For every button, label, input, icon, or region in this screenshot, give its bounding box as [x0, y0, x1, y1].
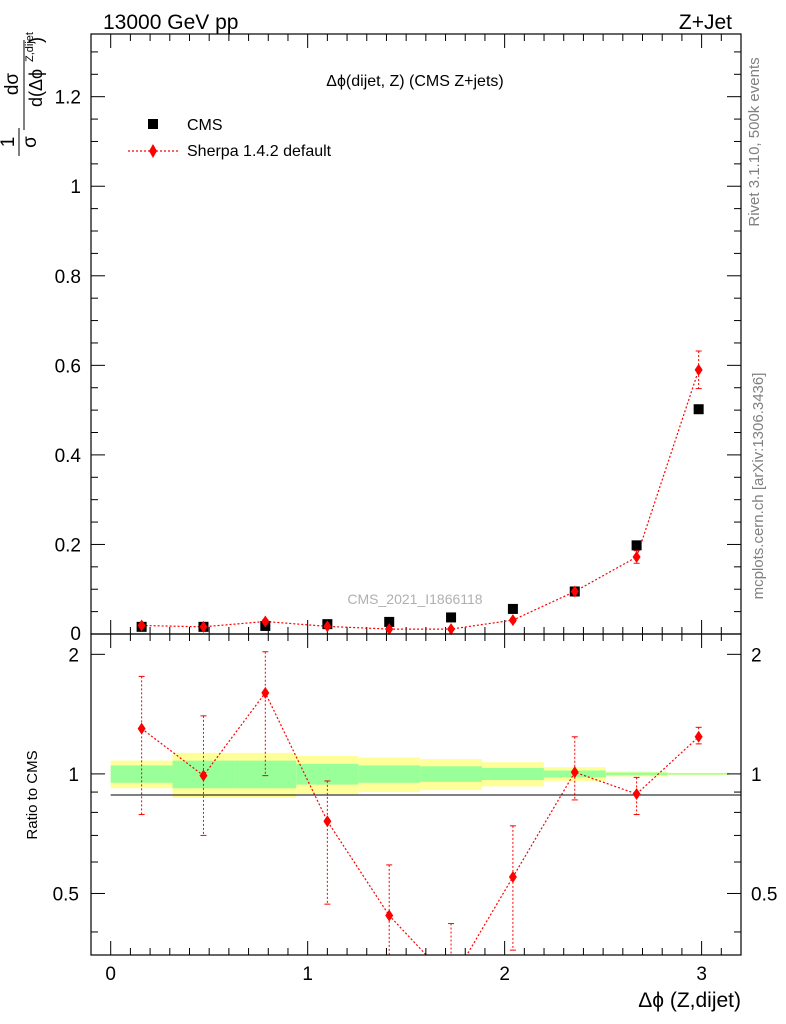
y-tick-label: 1: [70, 177, 81, 198]
y-tick-label: 0.8: [55, 267, 81, 288]
energy-label: 13000 GeV pp: [103, 11, 238, 34]
ratio-band-inner: [420, 766, 482, 782]
legend-marker-cms: [148, 119, 158, 129]
sherpa-line: [141, 369, 700, 630]
svg-text:1: 1: [0, 137, 19, 148]
ratio-tick-label-left: 1: [68, 765, 79, 786]
ratio-data: [137, 651, 703, 955]
main-data: [136, 350, 704, 636]
chart-title: Δϕ(dijet, Z) (CMS Z+jets): [326, 73, 503, 90]
sherpa-point: [508, 614, 517, 627]
x-axis-label: Δϕ (Z,dijet): [638, 989, 741, 1012]
sherpa-point: [261, 615, 270, 628]
ratio-band-inner: [296, 763, 359, 785]
ratio-tick-label-left: 0.5: [53, 884, 79, 905]
ratio-point: [323, 815, 332, 828]
sherpa-point: [323, 620, 332, 633]
svg-text:Z,dijet: Z,dijet: [24, 32, 36, 62]
cms-point: [446, 612, 457, 623]
ratio-band-inner: [667, 773, 730, 775]
y-tick-label: 0.6: [55, 356, 81, 377]
ratio-point: [508, 871, 517, 884]
sherpa-point: [694, 363, 703, 376]
svg-text:d(Δϕ: d(Δϕ: [26, 69, 46, 107]
ratio-band-inner: [481, 767, 544, 781]
legend: CMS Sherpa 1.4.2 default: [128, 117, 332, 160]
cms-point: [693, 404, 704, 415]
ratio-tick-label-left: 2: [68, 645, 79, 666]
ratio-frame: [90, 633, 742, 956]
process-label: Z+Jet: [679, 11, 732, 34]
x-tick-label: 0: [105, 964, 116, 985]
ratio-point: [199, 769, 208, 782]
legend-marker-sherpa: [149, 144, 157, 158]
cms-point: [384, 616, 395, 627]
ratio-y-label: Ratio to CMS: [24, 750, 41, 839]
x-tick-label: 1: [302, 964, 313, 985]
y-tick-label: 0.4: [55, 446, 82, 467]
ratio-line: [141, 691, 700, 955]
sherpa-point: [570, 585, 579, 598]
ratio-point: [694, 730, 703, 743]
legend-label-sherpa: Sherpa 1.4.2 default: [187, 143, 332, 160]
sherpa-point: [137, 619, 146, 632]
y-tick-label: 0.2: [55, 535, 81, 556]
svg-text:dσ: dσ: [2, 73, 23, 96]
ratio-point: [632, 787, 641, 800]
svg-text:): ): [26, 37, 46, 43]
svg-text:σ: σ: [20, 136, 41, 148]
x-axis-ticks: 0 1 2 3: [90, 634, 742, 985]
y-tick-label: 0: [70, 624, 81, 645]
ratio-point: [570, 766, 579, 779]
sherpa-point: [632, 550, 641, 563]
ratio-point: [137, 722, 146, 735]
ratio-point: [261, 686, 270, 699]
sherpa-point: [199, 620, 208, 633]
main-axis-ticks: 0.2 0.4 0.6 0.8 1 1.2 0: [55, 34, 742, 645]
x-tick-label: 2: [499, 964, 510, 985]
ratio-panel: 0.5 0.5 1 1 2 2 Ratio to CMS 0 1 2 3 Δϕ (Z,dijet…: [24, 633, 777, 1012]
ratio-point: [385, 909, 394, 922]
ratio-tick-label-right: 1: [751, 765, 762, 786]
ratio-axis-ticks: 0.5 0.5 1 1 2 2: [53, 645, 777, 933]
legend-label-cms: CMS: [187, 117, 223, 134]
sherpa-point: [447, 623, 456, 636]
rivet-label: Rivet 3.1.10, 500k events: [746, 57, 763, 226]
ratio-band-inner: [605, 772, 668, 776]
ratio-tick-label-right: 0.5: [751, 884, 777, 905]
ratio-tick-label-right: 2: [751, 645, 762, 666]
sherpa-point: [385, 623, 394, 636]
y-axis-label: 1 σ dσ d(Δϕ Z,dijet ): [0, 32, 46, 156]
cms-point: [631, 540, 642, 551]
x-tick-label: 3: [696, 964, 707, 985]
cms-point: [507, 603, 518, 614]
ratio-band-inner: [358, 765, 421, 783]
y-tick-label: 1.2: [55, 88, 81, 109]
mcplots-label: mcplots.cern.ch [arXiv:1306.3436]: [750, 373, 767, 600]
main-panel: 0.2 0.4 0.6 0.8 1 1.2 0 Δϕ(dijet, Z) (CMS Z+je…: [0, 32, 742, 645]
ratio-clipped: [137, 651, 703, 955]
analysis-watermark: CMS_2021_I1866118: [347, 591, 482, 607]
